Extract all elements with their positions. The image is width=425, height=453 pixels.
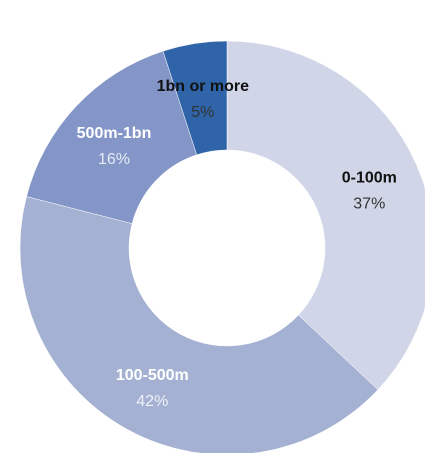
slice-value-1bn-or-more: 5% <box>191 104 214 121</box>
slice-1bn-or-more <box>162 40 228 156</box>
slices-layer <box>19 40 425 453</box>
slice-label-1bn-or-more: 1bn or more <box>157 78 250 95</box>
slice-value-0-100m: 37% <box>353 195 385 212</box>
slice-label-0-100m: 0-100m <box>342 169 397 186</box>
slice-value-100-500m: 42% <box>136 393 168 410</box>
slice-value-500m-1bn: 16% <box>98 151 130 168</box>
slice-100-500m <box>19 196 379 453</box>
labels-layer: 0-100m 37% 100-500m 42% 500m-1bn 16% 1bn or mo… <box>77 78 397 410</box>
slice-0-100m <box>226 40 425 391</box>
slice-label-500m-1bn: 500m-1bn <box>77 125 152 142</box>
slice-label-100-500m: 100-500m <box>116 367 189 384</box>
slice-500m-1bn <box>26 50 198 224</box>
